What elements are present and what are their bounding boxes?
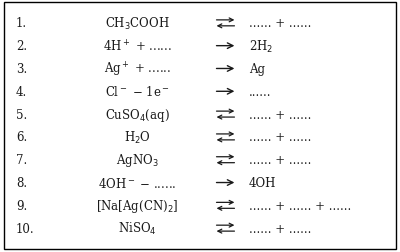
Text: ...... + ...... + ......: ...... + ...... + ......: [249, 199, 351, 212]
Text: [Na[Ag(CN)$_2$]: [Na[Ag(CN)$_2$]: [96, 197, 178, 214]
Text: NiSO$_4$: NiSO$_4$: [118, 220, 156, 236]
Text: ...... + ......: ...... + ......: [249, 154, 311, 167]
Text: 2.: 2.: [16, 40, 27, 53]
Text: 4.: 4.: [16, 85, 27, 98]
Text: CuSO$_4$(aq): CuSO$_4$(aq): [105, 106, 170, 123]
Text: Cl$^-$ − 1e$^-$: Cl$^-$ − 1e$^-$: [105, 85, 170, 99]
Text: 1.: 1.: [16, 17, 27, 30]
Text: 2H$_2$: 2H$_2$: [249, 39, 273, 54]
Text: 4H$^+$ + ......: 4H$^+$ + ......: [103, 39, 172, 54]
Text: 10.: 10.: [16, 222, 34, 235]
Text: AgNO$_3$: AgNO$_3$: [116, 152, 158, 169]
Text: ...... + ......: ...... + ......: [249, 108, 311, 121]
Text: ...... + ......: ...... + ......: [249, 131, 311, 144]
Text: ...... + ......: ...... + ......: [249, 222, 311, 235]
Text: H$_2$O: H$_2$O: [124, 129, 151, 145]
Text: 5.: 5.: [16, 108, 27, 121]
Text: 8.: 8.: [16, 176, 27, 189]
Text: 9.: 9.: [16, 199, 27, 212]
Text: 4OH: 4OH: [249, 176, 276, 189]
Text: 4OH$^-$ − ......: 4OH$^-$ − ......: [98, 176, 176, 190]
Text: Ag$^+$ + ......: Ag$^+$ + ......: [104, 60, 171, 78]
Text: ......: ......: [249, 85, 272, 98]
Text: 6.: 6.: [16, 131, 27, 144]
Text: 7.: 7.: [16, 154, 27, 167]
Text: Ag: Ag: [249, 63, 265, 76]
Text: 3.: 3.: [16, 63, 27, 76]
Text: CH$_3$COOH: CH$_3$COOH: [105, 16, 170, 32]
Text: ...... + ......: ...... + ......: [249, 17, 311, 30]
